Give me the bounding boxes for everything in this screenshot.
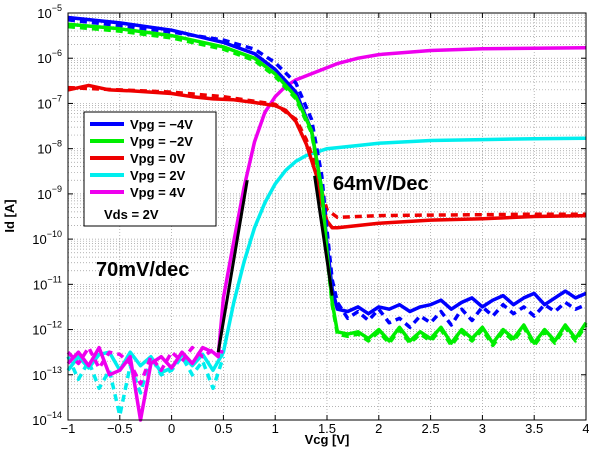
y-tick-label: 10−10 [32,229,62,247]
y-tick-label: 10−13 [32,365,62,383]
legend-vds-note: Vds = 2V [104,207,159,222]
series-line-dashed [67,18,587,330]
plot-frame [67,12,587,421]
x-tick-label: 2.5 [422,421,440,436]
fit-lines [216,175,334,353]
y-tick-label: 10−8 [37,139,62,157]
x-tick-label: 2 [375,421,382,436]
x-tick-labels: −1 −0.5 0 0.5 1 1.5 2 2.5 3 3.5 4 [61,421,589,436]
series-line [67,22,588,345]
annotation-left-slope: 70mV/dec [96,259,189,281]
legend: Vpg = −4V Vpg = −2V Vpg = 0V Vpg = 2V Vpg = … [83,111,217,227]
x-tick-label: −0.5 [107,421,133,436]
y-tick-label: 10−14 [32,410,62,428]
x-tick-label: 3 [479,421,486,436]
legend-box [83,111,217,227]
x-tick-label: 3.5 [525,421,543,436]
x-tick-label: 0 [168,421,175,436]
x-tick-label: −1 [61,421,76,436]
y-tick-label: 10−12 [32,320,62,338]
series-line [67,83,587,230]
legend-label: Vpg = 4V [130,185,186,200]
legend-label: Vpg = −4V [130,117,193,132]
series-group [66,15,588,422]
x-tick-label: 4 [582,421,589,436]
legend-label: Vpg = −2V [130,134,193,149]
y-tick-labels: 10−5 10−6 10−7 10−8 10−9 10−10 10−11 10−12 10−13… [32,3,62,428]
slope-fit-line [216,180,249,353]
series-line-dashed [66,345,224,386]
y-tick-label: 10−6 [37,48,62,66]
y-tick-label: 10−9 [37,184,62,202]
legend-label: Vpg = 2V [130,168,186,183]
series-line [67,15,587,316]
slope-fit-line [313,175,334,296]
x-tick-label: 1 [272,421,279,436]
annotation-right-slope: 64mV/Dec [333,173,429,195]
series-line [66,46,587,422]
x-axis-label: Vcg [V] [305,432,350,447]
y-tick-label: 10−5 [37,3,62,21]
y-axis-label: Id [A] [2,199,17,232]
y-tick-label: 10−11 [33,274,62,292]
legend-label: Vpg = 0V [130,151,186,166]
series-line-dashed [67,85,586,220]
x-tick-label: 1.5 [318,421,336,436]
x-tick-label: 0.5 [214,421,232,436]
y-tick-label: 10−7 [37,93,62,111]
